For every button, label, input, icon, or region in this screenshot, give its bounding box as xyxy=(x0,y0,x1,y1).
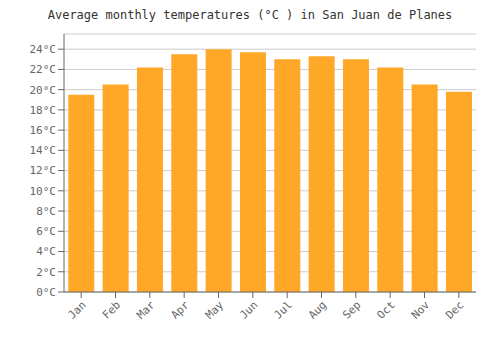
svg-text:24°C: 24°C xyxy=(30,43,57,56)
svg-text:18°C: 18°C xyxy=(30,104,57,117)
svg-text:Feb: Feb xyxy=(100,298,123,321)
svg-text:May: May xyxy=(203,298,227,322)
svg-text:Sep: Sep xyxy=(340,298,363,321)
svg-text:22°C: 22°C xyxy=(30,63,57,76)
svg-text:2°C: 2°C xyxy=(36,266,56,279)
svg-text:Aug: Aug xyxy=(306,298,329,321)
svg-text:Nov: Nov xyxy=(409,298,433,322)
svg-text:Oct: Oct xyxy=(375,298,398,321)
svg-text:6°C: 6°C xyxy=(36,225,56,238)
svg-text:4°C: 4°C xyxy=(36,245,56,258)
svg-text:8°C: 8°C xyxy=(36,205,56,218)
html-text:Average monthly temperatures (: Average monthly temperatures (°C ) in Sa… xyxy=(47,8,453,22)
svg-text:20°C: 20°C xyxy=(30,84,57,97)
svg-text:12°C: 12°C xyxy=(30,164,57,177)
svg-text:Apr: Apr xyxy=(169,298,193,322)
svg-text:10°C: 10°C xyxy=(30,185,57,198)
svg-text:16°C: 16°C xyxy=(30,124,57,137)
svg-text:0°C: 0°C xyxy=(36,286,56,299)
svg-text:Jun: Jun xyxy=(237,298,260,321)
svg-text:Dec: Dec xyxy=(443,298,466,321)
svg-text:14°C: 14°C xyxy=(30,144,57,157)
svg-text:Jul: Jul xyxy=(272,298,295,321)
svg-text:Mar: Mar xyxy=(134,298,158,322)
svg-text:Jan: Jan xyxy=(66,298,89,321)
